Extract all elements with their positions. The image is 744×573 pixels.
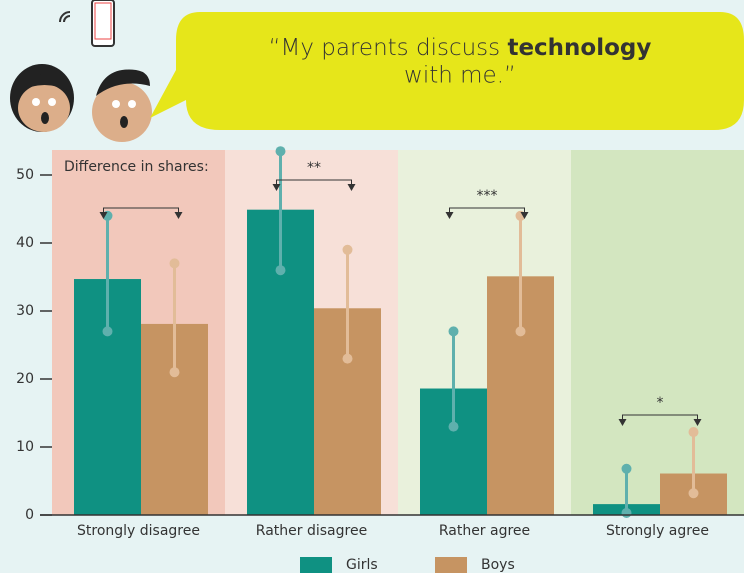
error-low: [448, 421, 459, 432]
error-high: [342, 244, 353, 255]
x-tick-label: Rather disagree: [256, 523, 367, 539]
bracket: [622, 414, 698, 421]
error-low: [169, 367, 180, 378]
x-tick-label: Rather agree: [439, 523, 530, 539]
title-line: with me.”: [404, 63, 516, 89]
speech-bubble: [150, 12, 744, 130]
x-tick-label: Strongly disagree: [77, 523, 200, 539]
y-tick-label: 10: [16, 439, 34, 455]
category-band: [571, 150, 744, 515]
error-high: [448, 326, 459, 337]
error-low: [342, 353, 353, 364]
title-line: “My parents discuss technology: [269, 35, 652, 61]
error-low: [102, 326, 113, 337]
error-low: [621, 507, 632, 518]
y-tick-label: 0: [25, 507, 34, 523]
y-tick-label: 30: [16, 303, 34, 319]
legend-swatch: [435, 557, 467, 573]
legend-swatch: [300, 557, 332, 573]
annotation: Difference in shares:: [64, 159, 209, 175]
y-tick-label: 50: [16, 167, 34, 183]
bracket: [449, 207, 525, 214]
legend-label: Girls: [346, 557, 378, 573]
bracket: [276, 179, 352, 186]
error-low: [515, 326, 526, 337]
significance: **: [307, 160, 321, 176]
error-high: [275, 146, 286, 157]
error-low: [275, 265, 286, 276]
error-high: [621, 463, 632, 474]
significance: ***: [477, 188, 498, 204]
bracket: [103, 207, 179, 214]
error-high: [688, 427, 699, 438]
error-low: [688, 488, 699, 499]
legend-label: Boys: [481, 557, 515, 573]
illustration: [10, 0, 152, 142]
y-tick-label: 40: [16, 235, 34, 251]
significance: *: [657, 395, 664, 411]
error-high: [169, 258, 180, 269]
y-tick-label: 20: [16, 371, 34, 387]
x-tick-label: Strongly agree: [606, 523, 709, 539]
